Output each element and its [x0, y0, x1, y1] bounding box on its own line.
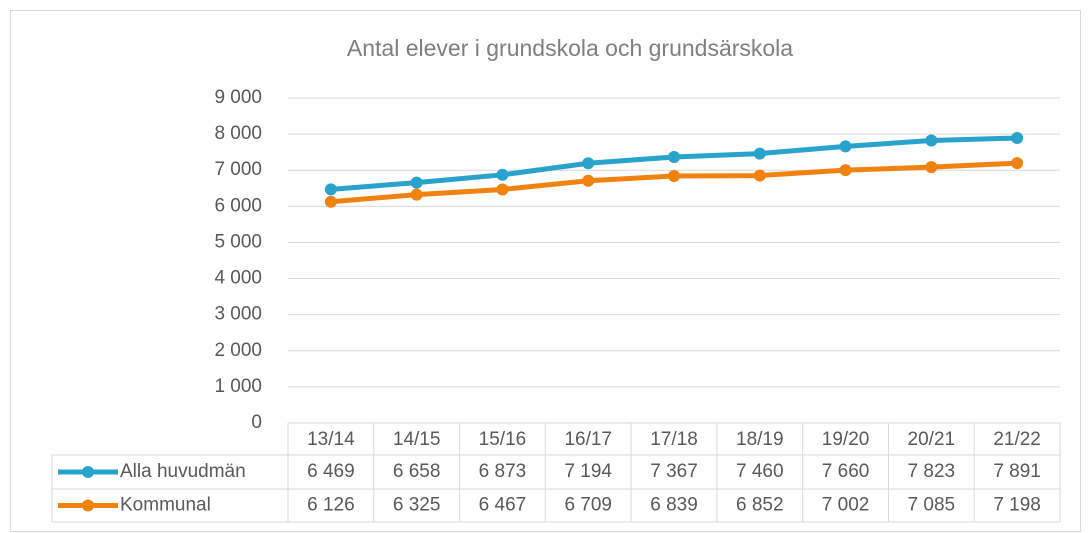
- table-value: 6 658: [393, 461, 441, 482]
- point: [582, 174, 595, 187]
- y-tick-label: 8 000: [214, 123, 262, 144]
- y-tick-label: 6 000: [214, 195, 262, 216]
- point: [324, 195, 337, 208]
- table-value: 6 469: [307, 461, 355, 482]
- legend-marker: [82, 499, 94, 512]
- legend-label: Kommunal: [120, 495, 211, 516]
- chart-title: Antal elever i grundskola och grundsärsk…: [347, 35, 793, 61]
- point: [668, 150, 680, 163]
- legend-label: Alla huvudmän: [120, 461, 246, 482]
- table-value: 7 367: [650, 461, 698, 482]
- table-value: 7 891: [993, 461, 1041, 482]
- x-tick-label: 17/18: [650, 429, 698, 450]
- table-value: 7 823: [908, 461, 956, 482]
- table-value: 6 467: [479, 495, 527, 516]
- table-value: 6 126: [307, 495, 355, 516]
- table-value: 7 460: [736, 461, 784, 482]
- point: [1011, 157, 1024, 170]
- table-value: 7 002: [822, 495, 870, 516]
- legend-marker: [82, 466, 94, 478]
- point: [582, 157, 595, 170]
- point: [496, 183, 509, 196]
- point: [1011, 132, 1024, 145]
- table-value: 6 325: [393, 495, 441, 516]
- y-tick-label: 0: [251, 412, 262, 433]
- point: [410, 176, 423, 189]
- point: [925, 161, 938, 174]
- point: [839, 164, 852, 177]
- y-tick-label: 4 000: [214, 268, 262, 289]
- point: [324, 183, 337, 196]
- table-value: 7 085: [908, 495, 956, 516]
- y-tick-label: 9 000: [214, 87, 262, 108]
- x-tick-label: 20/21: [908, 429, 956, 450]
- x-tick-label: 18/19: [736, 429, 784, 450]
- table-value: 6 839: [650, 495, 698, 516]
- point: [753, 147, 766, 160]
- point: [925, 134, 938, 147]
- y-tick-label: 7 000: [214, 159, 262, 180]
- table-value: 7 194: [564, 461, 612, 482]
- y-tick-label: 1 000: [214, 376, 262, 397]
- point: [410, 188, 423, 201]
- y-tick-label: 2 000: [214, 340, 262, 361]
- x-tick-label: 19/20: [822, 429, 870, 450]
- x-tick-label: 14/15: [393, 429, 441, 450]
- table-value: 7 198: [993, 495, 1041, 516]
- y-tick-label: 5 000: [214, 231, 262, 252]
- point: [839, 140, 852, 153]
- point: [668, 170, 680, 183]
- y-tick-label: 3 000: [214, 304, 262, 325]
- table-value: 6 873: [479, 461, 527, 482]
- x-tick-label: 16/17: [564, 429, 612, 450]
- point: [753, 169, 766, 182]
- table-value: 6 709: [564, 495, 612, 516]
- point: [496, 168, 509, 181]
- x-tick-label: 21/22: [993, 429, 1041, 450]
- x-tick-label: 13/14: [307, 429, 355, 450]
- table-value: 6 852: [736, 495, 784, 516]
- x-tick-label: 15/16: [479, 429, 527, 450]
- table-value: 7 660: [822, 461, 870, 482]
